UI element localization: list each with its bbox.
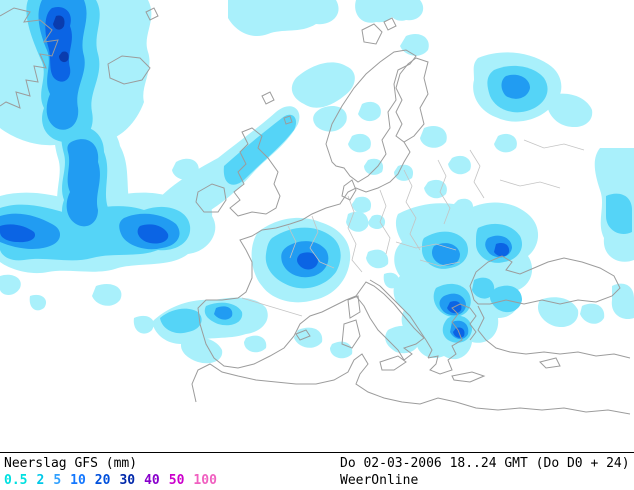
- legend-value: 5: [53, 473, 62, 488]
- legend-value: 50: [168, 473, 185, 488]
- legend-value: 100: [193, 473, 217, 488]
- legend-value: 0.5: [4, 473, 28, 488]
- product-title: Neerslag GFS (mm): [4, 456, 138, 471]
- legend-scale: 0.5 2 5 10 20 30 40 50 100: [4, 472, 226, 489]
- source-label: WeerOnline: [340, 473, 419, 488]
- legend-value: 10: [70, 473, 86, 488]
- legend-value: 20: [94, 473, 111, 488]
- coastlines-layer: [0, 7, 631, 415]
- legend-value: 2: [36, 473, 45, 488]
- precipitation-map: [0, 0, 634, 415]
- country-borders-layer: [241, 139, 585, 317]
- legend-value: 40: [144, 473, 160, 488]
- legend-value: 30: [119, 473, 136, 488]
- map-footer: Neerslag GFS (mm) 0.5 2 5 10 20 30 40 50 100 Do …: [0, 452, 634, 490]
- datetime-label: Do 02-03-2006 18..24 GMT (Do D0 + 24): [340, 456, 630, 471]
- precip-layer-navy: [53, 15, 69, 63]
- europe-precip-svg: [0, 0, 634, 415]
